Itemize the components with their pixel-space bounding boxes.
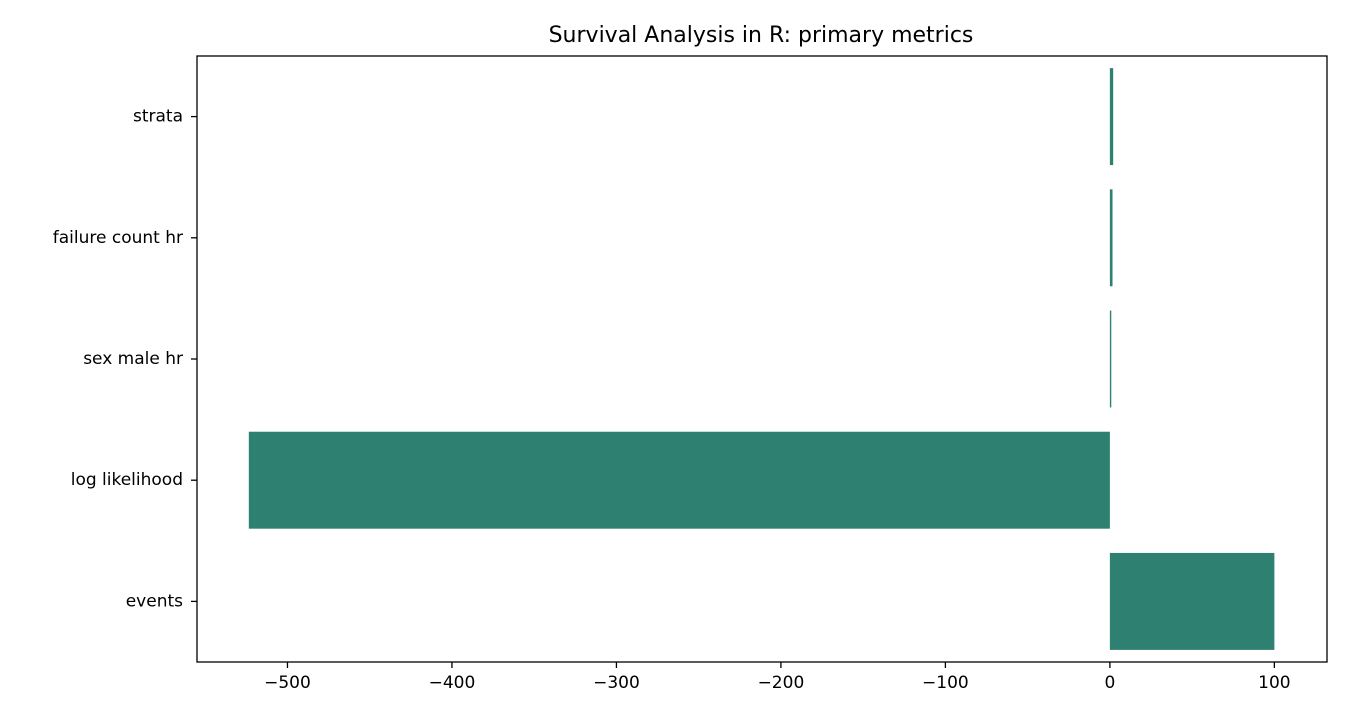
chart-title: Survival Analysis in R: primary metrics (549, 23, 974, 48)
bar-events (1109, 552, 1275, 650)
y-axis: events log likelihood sex male hr failure c… (53, 107, 197, 611)
y-tick-label: log likelihood (71, 470, 183, 490)
x-tick-label: 0 (1104, 673, 1115, 693)
x-tick-label: −500 (264, 673, 311, 693)
y-tick-label: events (126, 591, 183, 611)
x-tick-label: 100 (1258, 673, 1290, 693)
x-tick-label: −400 (429, 673, 476, 693)
y-tick-label: sex male hr (83, 349, 183, 369)
x-tick-label: −100 (922, 673, 969, 693)
y-tick-label: failure count hr (53, 228, 183, 248)
bar-sex-male-hr (1109, 310, 1112, 408)
x-tick-label: −300 (593, 673, 640, 693)
x-tick-label: −200 (758, 673, 805, 693)
bar-failure-count-hr (1109, 189, 1113, 287)
plot-frame (196, 55, 1328, 663)
x-axis: −500 −400 −300 −200 −100 0 100 (264, 662, 1291, 693)
bars-group (248, 68, 1275, 650)
bar-log-likelihood (248, 431, 1110, 529)
y-tick-label: strata (133, 107, 183, 127)
bar-strata (1109, 68, 1114, 166)
